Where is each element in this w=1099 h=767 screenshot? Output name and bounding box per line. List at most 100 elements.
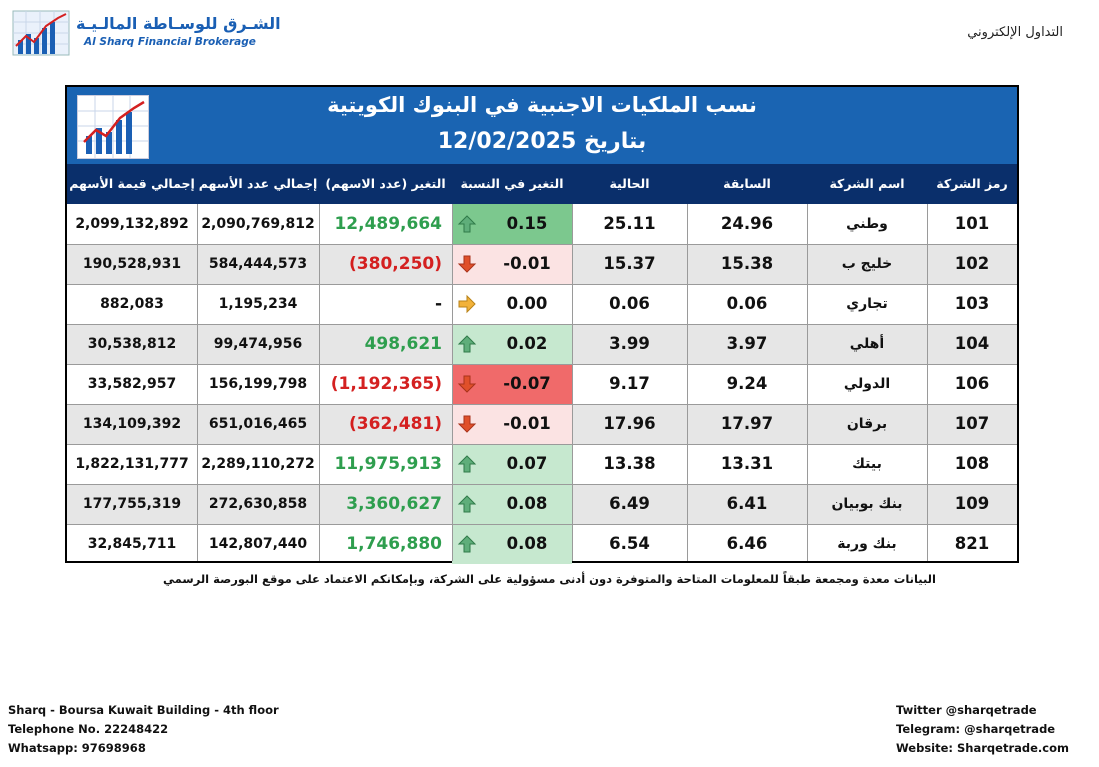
table-row: 101 وطني 24.96 25.11 0.15 12,489,664 2,090,769… [67,204,1017,244]
total-value: 33,582,957 [87,376,177,392]
total-value: 2,099,132,892 [75,216,189,232]
total-shares: 142,807,440 [208,536,308,552]
current-pct: 13.38 [603,454,656,473]
company-name: وطني [846,216,888,232]
total-value: 134,109,392 [82,416,182,432]
company-name: الدولي [843,376,891,392]
change-pct: 0.08 [506,534,548,553]
company-code: 109 [954,494,990,513]
arrow-up-icon [457,335,477,353]
company-code: 102 [954,254,990,273]
current-pct: 15.37 [603,254,656,273]
col-header-current: الحالية [609,176,650,191]
row-divider [67,524,1017,525]
change-shares: (1,192,365) [330,374,442,394]
current-pct: 25.11 [603,214,656,233]
report-date: بتاريخ 12/02/2025 [437,129,647,154]
arrow-down-icon [457,255,477,273]
table-row: 103 تجاري 0.06 0.06 0.00 - 1,195,234 882,083 [67,284,1017,324]
column-divider [807,204,808,561]
previous-pct: 17.97 [720,414,774,433]
column-divider [927,204,928,561]
row-divider [67,364,1017,365]
change-shares: - [434,294,442,314]
footer-whatsapp: Whatsapp: 97698968 [8,741,146,755]
arrow-right-icon [458,294,476,314]
current-pct: 6.54 [609,534,650,553]
total-value: 177,755,319 [82,496,182,512]
company-code: 108 [954,454,990,473]
arrow-up-icon [457,535,477,553]
previous-pct: 15.38 [720,254,774,273]
change-pct: 0.08 [506,494,548,513]
total-value: 190,528,931 [82,256,182,272]
report-title: نسب الملكيات الاجنبية في البنوك الكويتية [327,93,757,117]
current-pct: 6.49 [609,494,650,513]
table-row: 106 الدولي 9.24 9.17 -0.07 (1,192,365) 156,199… [67,364,1017,404]
total-shares: 99,474,956 [213,336,303,352]
col-header-change-pct: التغير في النسبة [460,176,564,191]
footer-contact: Sharq - Boursa Kuwait Building - 4th flo… [8,701,279,758]
col-header-previous: السابقة [723,176,771,191]
column-divider [687,204,688,561]
change-pct: -0.01 [503,254,551,273]
report-banner: نسب الملكيات الاجنبية في البنوك الكويتية… [67,87,1017,164]
change-shares: 11,975,913 [334,454,442,474]
row-divider [67,444,1017,445]
total-shares: 1,195,234 [218,296,298,312]
col-header-name: اسم الشركة [829,176,905,191]
change-pct: 0.15 [506,214,548,233]
row-divider [67,404,1017,405]
previous-pct: 13.31 [720,454,774,473]
total-value: 882,083 [100,296,164,312]
previous-pct: 6.46 [726,534,768,553]
total-value: 32,845,711 [87,536,177,552]
current-pct: 0.06 [609,294,650,313]
company-name: خليج ب [841,256,893,272]
change-shares: 12,489,664 [334,214,442,234]
previous-pct: 0.06 [726,294,768,313]
company-code: 107 [954,414,990,433]
column-divider [319,204,320,561]
arrow-down-icon [457,375,477,393]
company-name: أهلي [849,336,885,352]
column-divider [452,204,453,561]
foreign-ownership-table: نسب الملكيات الاجنبية في البنوك الكويتية… [65,85,1019,564]
change-shares: (362,481) [349,414,442,434]
table-row: 107 برقان 17.97 17.96 -0.01 (362,481) 651,016,… [67,404,1017,444]
change-shares: 3,360,627 [346,494,442,514]
e-trading-label: التداول الإلكتروني [967,25,1063,40]
footer-address: Sharq - Boursa Kuwait Building - 4th flo… [8,703,279,717]
col-header-total-shares: إجمالي عدد الأسهم [198,176,318,191]
company-code: 104 [954,334,990,353]
company-name: بيتك [852,456,882,472]
footer-telegram: Telegram: @sharqetrade [896,722,1056,736]
table-row: 109 بنك بوبيان 6.41 6.49 0.08 3,360,627 272,63… [67,484,1017,524]
change-pct: -0.07 [503,374,551,393]
company-code: 101 [954,214,990,233]
table-row: 821 بنك وربة 6.46 6.54 0.08 1,746,880 142,807,… [67,524,1017,564]
current-pct: 9.17 [609,374,650,393]
current-pct: 3.99 [609,334,650,353]
previous-pct: 3.97 [726,334,768,353]
company-code: 103 [954,294,990,313]
chart-logo-icon [12,10,70,56]
change-shares: 498,621 [364,334,442,354]
company-code: 106 [954,374,990,393]
change-pct: 0.02 [506,334,548,353]
report-chart-icon [77,95,149,159]
row-divider [67,484,1017,485]
company-name: برقان [846,416,888,432]
total-value: 1,822,131,777 [75,456,189,472]
column-divider [197,204,198,561]
footer-twitter: Twitter @sharqetrade [896,703,1037,717]
change-shares: (380,250) [349,254,442,274]
change-pct: 0.00 [506,294,548,313]
total-shares: 651,016,465 [208,416,308,432]
company-name: بنك وربة [837,536,897,552]
total-shares: 2,090,769,812 [201,216,315,232]
company-name: بنك بوبيان [831,496,903,512]
company-code: 821 [954,534,990,553]
arrow-up-icon [457,495,477,513]
company-logo: الشـرق للوسـاطة المالـيـة Al Sharq Finan… [10,6,281,56]
